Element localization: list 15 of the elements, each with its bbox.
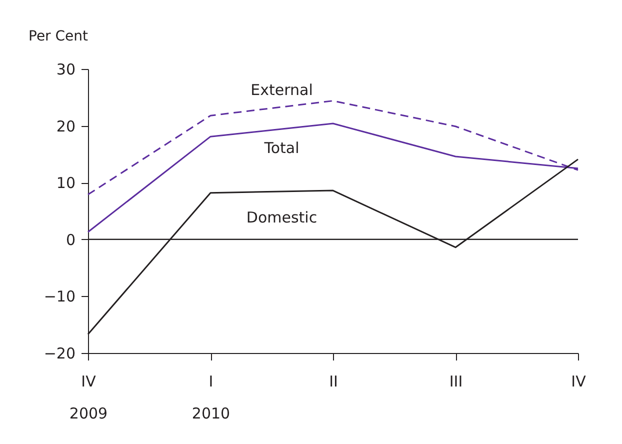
series-label: External <box>250 81 313 100</box>
y-tick-label: −10 <box>44 288 76 306</box>
series-label: Domestic <box>246 208 318 227</box>
y-tick-label: −20 <box>44 344 76 362</box>
series-label: Total <box>263 139 300 158</box>
x-tick-label: IV <box>571 372 587 390</box>
y-axis-title: Per Cent <box>28 28 89 44</box>
y-tick-label: 0 <box>66 230 76 249</box>
x-tick-label: II <box>329 372 338 390</box>
x-tick-label: III <box>449 372 463 390</box>
x-tick-label: IV 2009 <box>69 372 108 422</box>
x-tick-label: I 2010 <box>192 372 230 422</box>
y-tick-label: 10 <box>56 174 76 192</box>
y-tick-label: 20 <box>56 117 76 136</box>
y-tick-label: 30 <box>56 60 76 78</box>
